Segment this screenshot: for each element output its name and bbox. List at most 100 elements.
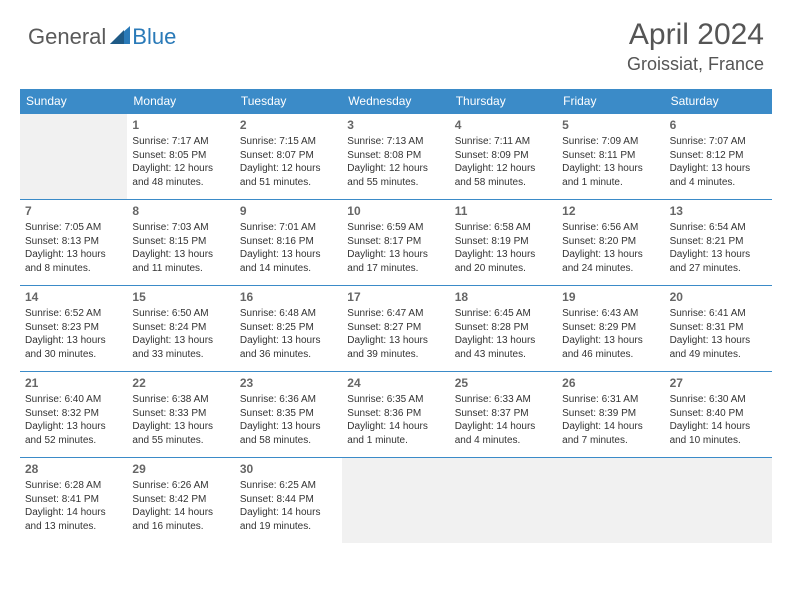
calendar-cell-blank (342, 457, 449, 543)
calendar-cell: 11Sunrise: 6:58 AMSunset: 8:19 PMDayligh… (450, 199, 557, 285)
sunset-text: Sunset: 8:42 PM (132, 493, 229, 507)
day-number: 17 (347, 289, 444, 305)
day-number: 2 (240, 117, 337, 133)
sunset-text: Sunset: 8:39 PM (562, 407, 659, 421)
sunset-text: Sunset: 8:05 PM (132, 149, 229, 163)
daylight-text: Daylight: 12 hours and 58 minutes. (455, 162, 552, 189)
daylight-text: Daylight: 13 hours and 30 minutes. (25, 334, 122, 361)
sunrise-text: Sunrise: 6:56 AM (562, 221, 659, 235)
sunset-text: Sunset: 8:35 PM (240, 407, 337, 421)
daylight-text: Daylight: 13 hours and 49 minutes. (670, 334, 767, 361)
daylight-text: Daylight: 13 hours and 36 minutes. (240, 334, 337, 361)
sunset-text: Sunset: 8:41 PM (25, 493, 122, 507)
calendar-cell: 16Sunrise: 6:48 AMSunset: 8:25 PMDayligh… (235, 285, 342, 371)
sunset-text: Sunset: 8:37 PM (455, 407, 552, 421)
day-number: 22 (132, 375, 229, 391)
calendar-cell: 15Sunrise: 6:50 AMSunset: 8:24 PMDayligh… (127, 285, 234, 371)
sunrise-text: Sunrise: 6:31 AM (562, 393, 659, 407)
sunset-text: Sunset: 8:32 PM (25, 407, 122, 421)
sunrise-text: Sunrise: 6:48 AM (240, 307, 337, 321)
daylight-text: Daylight: 13 hours and 17 minutes. (347, 248, 444, 275)
day-number: 5 (562, 117, 659, 133)
calendar-cell: 20Sunrise: 6:41 AMSunset: 8:31 PMDayligh… (665, 285, 772, 371)
day-number: 28 (25, 461, 122, 477)
day-number: 20 (670, 289, 767, 305)
sunrise-text: Sunrise: 6:59 AM (347, 221, 444, 235)
sunset-text: Sunset: 8:13 PM (25, 235, 122, 249)
day-number: 15 (132, 289, 229, 305)
day-number: 6 (670, 117, 767, 133)
daylight-text: Daylight: 12 hours and 48 minutes. (132, 162, 229, 189)
calendar-cell: 7Sunrise: 7:05 AMSunset: 8:13 PMDaylight… (20, 199, 127, 285)
sunset-text: Sunset: 8:33 PM (132, 407, 229, 421)
sunrise-text: Sunrise: 6:26 AM (132, 479, 229, 493)
daylight-text: Daylight: 13 hours and 4 minutes. (670, 162, 767, 189)
day-number: 4 (455, 117, 552, 133)
daylight-text: Daylight: 13 hours and 1 minute. (562, 162, 659, 189)
calendar-cell: 23Sunrise: 6:36 AMSunset: 8:35 PMDayligh… (235, 371, 342, 457)
day-number: 27 (670, 375, 767, 391)
day-header: Saturday (665, 89, 772, 113)
sunset-text: Sunset: 8:07 PM (240, 149, 337, 163)
day-number: 16 (240, 289, 337, 305)
daylight-text: Daylight: 14 hours and 13 minutes. (25, 506, 122, 533)
daylight-text: Daylight: 13 hours and 52 minutes. (25, 420, 122, 447)
sunset-text: Sunset: 8:27 PM (347, 321, 444, 335)
day-number: 19 (562, 289, 659, 305)
title-block: April 2024 Groissiat, France (627, 18, 764, 75)
daylight-text: Daylight: 14 hours and 1 minute. (347, 420, 444, 447)
day-header: Thursday (450, 89, 557, 113)
day-number: 25 (455, 375, 552, 391)
calendar-cell: 29 Sunrise: 6:26 AMSunset: 8:42 PMDayligh… (127, 457, 234, 543)
sunset-text: Sunset: 8:24 PM (132, 321, 229, 335)
sunrise-text: Sunrise: 6:36 AM (240, 393, 337, 407)
sunset-text: Sunset: 8:23 PM (25, 321, 122, 335)
sunset-text: Sunset: 8:40 PM (670, 407, 767, 421)
daylight-text: Daylight: 14 hours and 4 minutes. (455, 420, 552, 447)
day-number: 29 (132, 461, 229, 477)
header: General Blue April 2024 Groissiat, Franc… (0, 0, 792, 83)
sunrise-text: Sunrise: 7:15 AM (240, 135, 337, 149)
sunrise-text: Sunrise: 6:38 AM (132, 393, 229, 407)
daylight-text: Daylight: 14 hours and 16 minutes. (132, 506, 229, 533)
sunrise-text: Sunrise: 6:58 AM (455, 221, 552, 235)
day-number: 3 (347, 117, 444, 133)
sunrise-text: Sunrise: 7:11 AM (455, 135, 552, 149)
sunset-text: Sunset: 8:08 PM (347, 149, 444, 163)
logo-triangle-icon (110, 26, 130, 49)
calendar-grid: SundayMondayTuesdayWednesdayThursdayFrid… (20, 89, 772, 543)
calendar-cell: 8Sunrise: 7:03 AMSunset: 8:15 PMDaylight… (127, 199, 234, 285)
day-header: Monday (127, 89, 234, 113)
sunrise-text: Sunrise: 7:17 AM (132, 135, 229, 149)
sunset-text: Sunset: 8:17 PM (347, 235, 444, 249)
daylight-text: Daylight: 12 hours and 51 minutes. (240, 162, 337, 189)
calendar-cell-blank (450, 457, 557, 543)
day-header: Friday (557, 89, 664, 113)
daylight-text: Daylight: 14 hours and 7 minutes. (562, 420, 659, 447)
sunrise-text: Sunrise: 6:47 AM (347, 307, 444, 321)
page-title: April 2024 (627, 18, 764, 52)
logo-text-general: General (28, 24, 106, 50)
daylight-text: Daylight: 13 hours and 20 minutes. (455, 248, 552, 275)
calendar-cell-blank (557, 457, 664, 543)
calendar-cell: 19Sunrise: 6:43 AMSunset: 8:29 PMDayligh… (557, 285, 664, 371)
calendar-cell: 25Sunrise: 6:33 AMSunset: 8:37 PMDayligh… (450, 371, 557, 457)
daylight-text: Daylight: 13 hours and 27 minutes. (670, 248, 767, 275)
sunrise-text: Sunrise: 7:13 AM (347, 135, 444, 149)
day-number: 21 (25, 375, 122, 391)
sunset-text: Sunset: 8:16 PM (240, 235, 337, 249)
daylight-text: Daylight: 13 hours and 39 minutes. (347, 334, 444, 361)
daylight-text: Daylight: 13 hours and 58 minutes. (240, 420, 337, 447)
sunset-text: Sunset: 8:19 PM (455, 235, 552, 249)
daylight-text: Daylight: 13 hours and 24 minutes. (562, 248, 659, 275)
sunset-text: Sunset: 8:11 PM (562, 149, 659, 163)
calendar-cell: 18Sunrise: 6:45 AMSunset: 8:28 PMDayligh… (450, 285, 557, 371)
sunrise-text: Sunrise: 7:09 AM (562, 135, 659, 149)
day-number: 14 (25, 289, 122, 305)
calendar-cell: 4Sunrise: 7:11 AMSunset: 8:09 PMDaylight… (450, 113, 557, 199)
daylight-text: Daylight: 13 hours and 11 minutes. (132, 248, 229, 275)
sunrise-text: Sunrise: 7:03 AM (132, 221, 229, 235)
day-number: 7 (25, 203, 122, 219)
sunset-text: Sunset: 8:29 PM (562, 321, 659, 335)
calendar-cell-blank (20, 113, 127, 199)
